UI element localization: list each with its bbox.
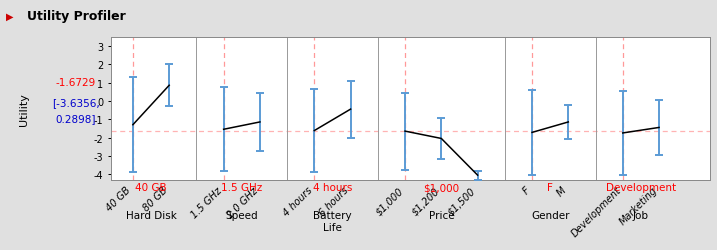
Text: Utility Profiler: Utility Profiler — [27, 10, 126, 23]
Text: F: F — [547, 182, 553, 192]
Text: 1.5 GHz: 1.5 GHz — [221, 182, 262, 192]
Text: Utility: Utility — [19, 92, 29, 125]
Text: Speed: Speed — [225, 210, 258, 220]
Text: Development: Development — [606, 182, 676, 192]
Text: ◀: ◀ — [6, 11, 13, 21]
Text: Job: Job — [633, 210, 649, 220]
Text: 4 hours: 4 hours — [313, 182, 352, 192]
Text: $1,000: $1,000 — [423, 182, 460, 192]
Text: Price: Price — [429, 210, 454, 220]
Text: Battery
Life: Battery Life — [313, 210, 352, 232]
Text: Gender: Gender — [531, 210, 569, 220]
Text: 0.2898]: 0.2898] — [55, 114, 96, 124]
Text: 40 GB: 40 GB — [136, 182, 167, 192]
Text: ▶: ▶ — [6, 11, 13, 21]
Text: Hard Disk: Hard Disk — [125, 210, 176, 220]
Text: [-3.6356,: [-3.6356, — [52, 98, 100, 108]
Text: -1.6729: -1.6729 — [55, 78, 95, 88]
